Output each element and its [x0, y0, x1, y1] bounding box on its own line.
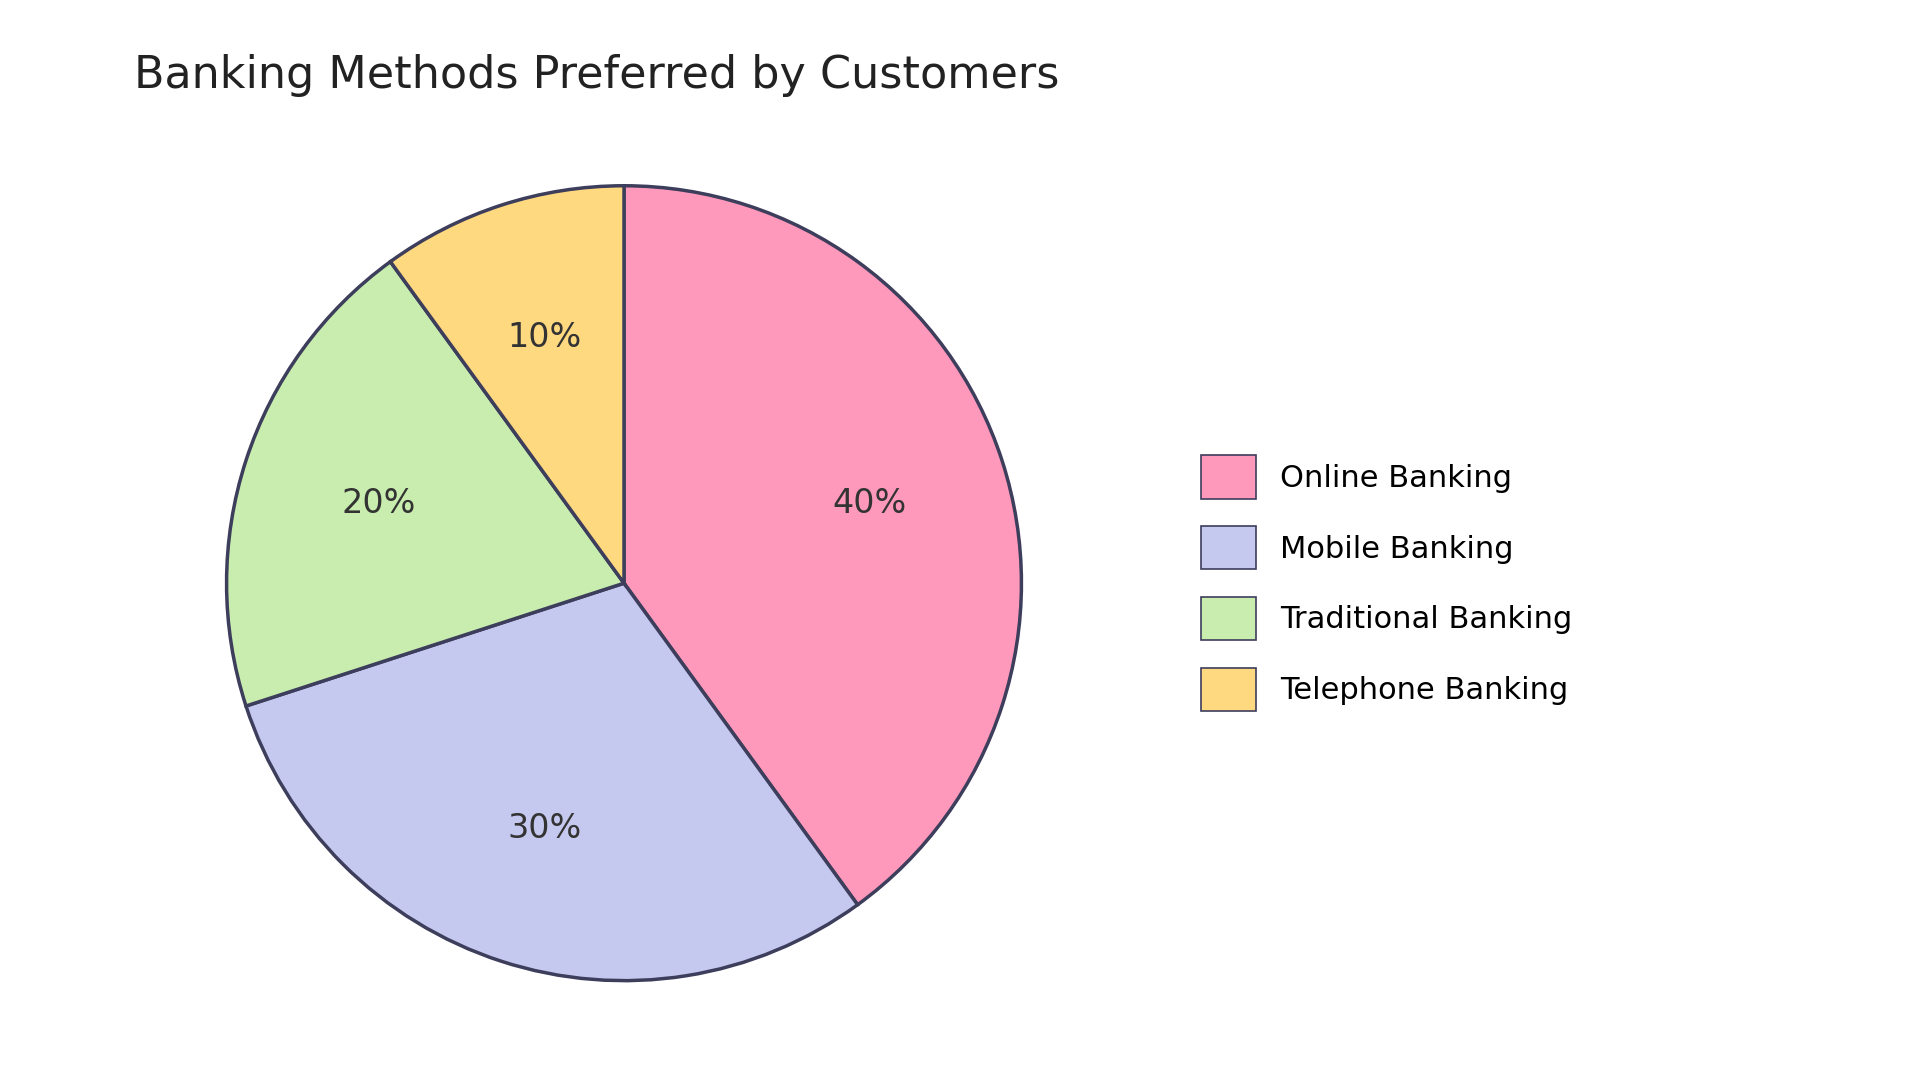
Legend: Online Banking, Mobile Banking, Traditional Banking, Telephone Banking: Online Banking, Mobile Banking, Traditio… [1187, 441, 1588, 726]
Wedge shape [624, 186, 1021, 905]
Wedge shape [227, 261, 624, 706]
Text: 30%: 30% [507, 812, 582, 846]
Text: Banking Methods Preferred by Customers: Banking Methods Preferred by Customers [134, 54, 1060, 97]
Text: 10%: 10% [507, 321, 582, 354]
Wedge shape [390, 186, 624, 583]
Wedge shape [246, 583, 858, 981]
Text: 20%: 20% [342, 487, 415, 519]
Text: 40%: 40% [833, 487, 906, 519]
